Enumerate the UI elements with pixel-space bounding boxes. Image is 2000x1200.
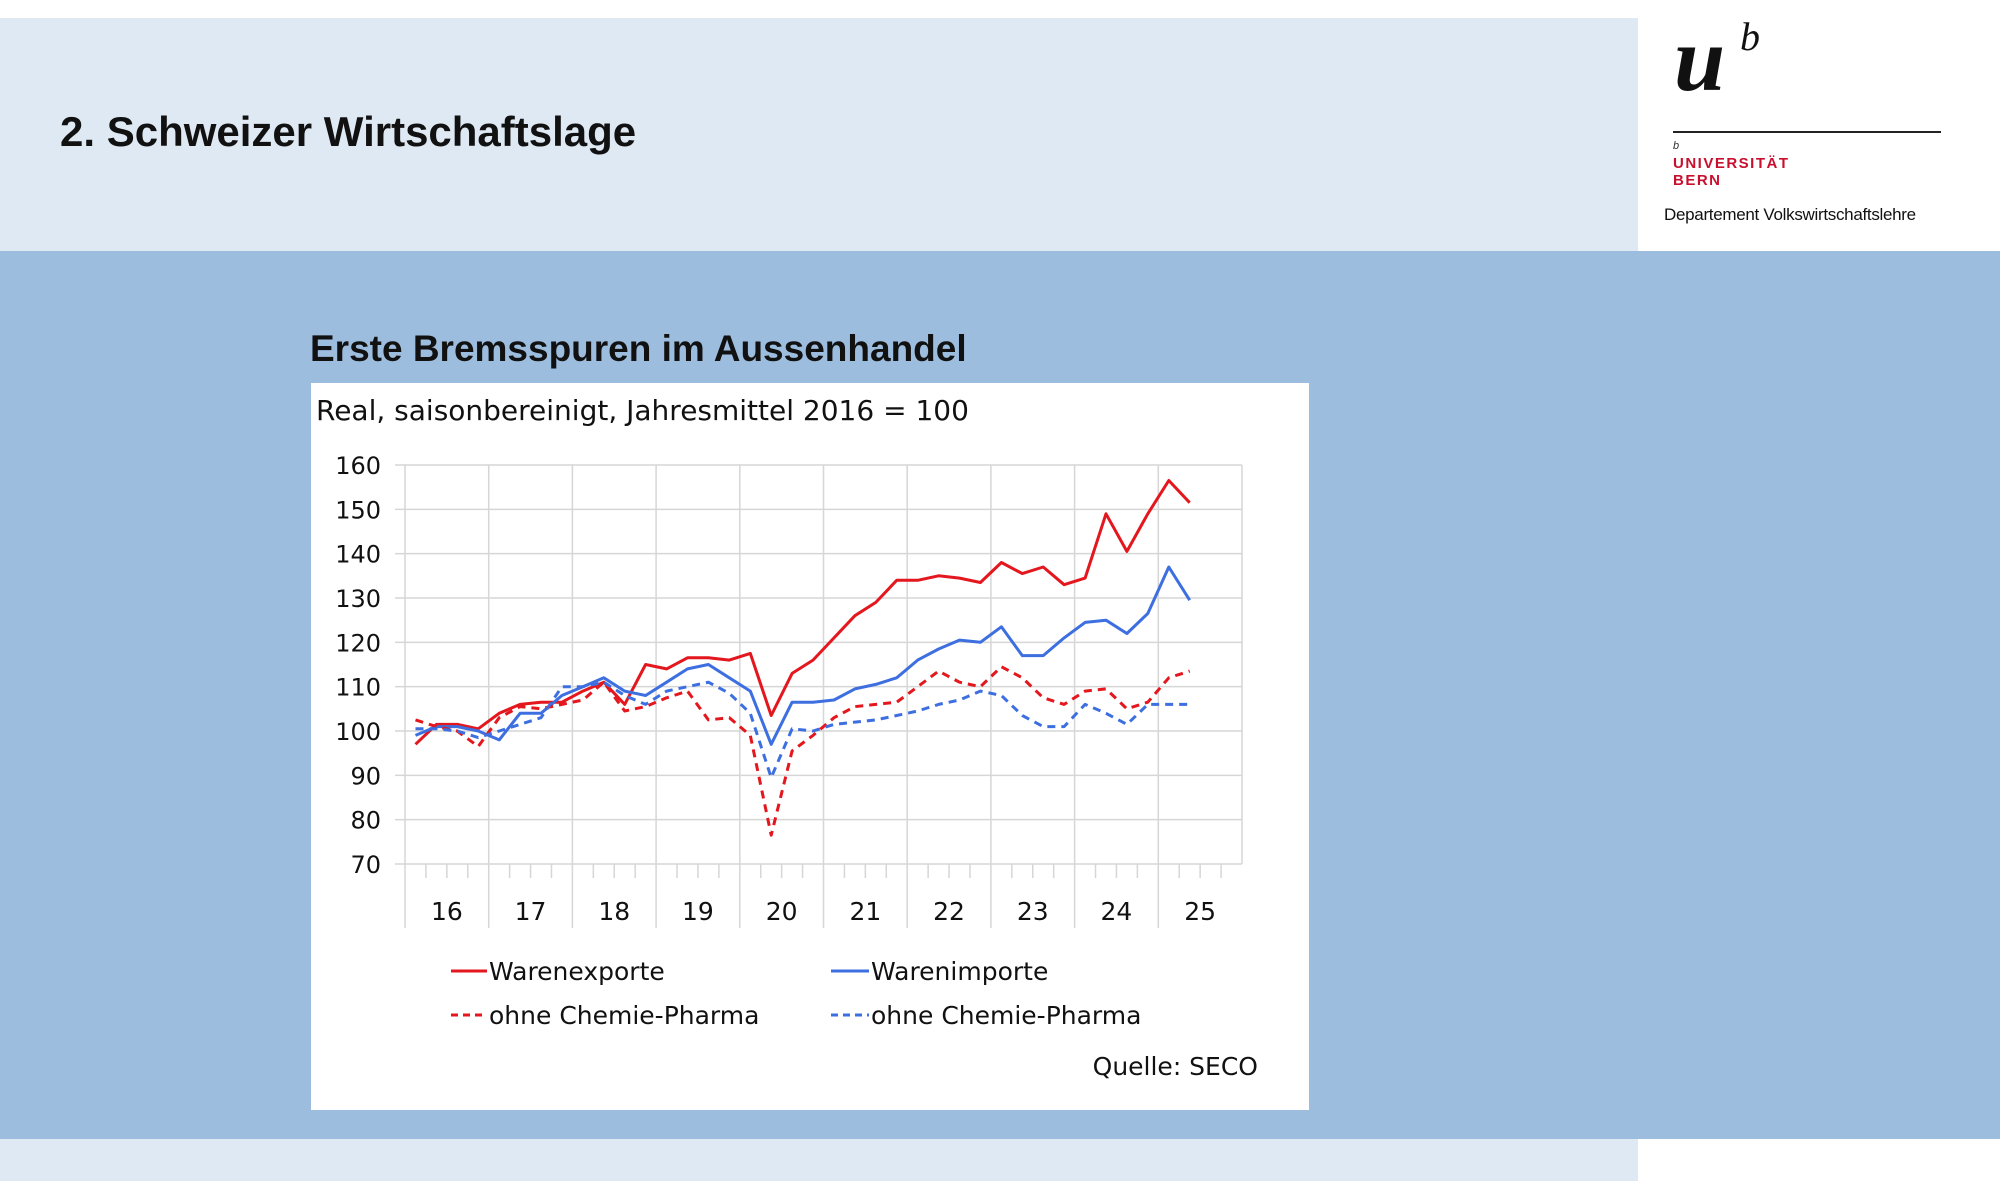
footer-band (0, 1139, 1638, 1181)
logo-area (1638, 0, 2000, 251)
x-tick-label: 19 (682, 897, 714, 926)
y-tick-label: 90 (350, 762, 381, 790)
header-band (0, 18, 1638, 251)
logo-rule (1673, 131, 1941, 133)
logo-university-name: UNIVERSITÄT BERN (1673, 155, 1790, 189)
series-line-3 (415, 680, 1190, 780)
page-title: 2. Schweizer Wirtschaftslage (60, 108, 637, 155)
svg-text:b: b (1740, 14, 1760, 59)
y-tick-label: 130 (335, 585, 381, 613)
y-tick-label: 150 (335, 496, 381, 524)
legend: Warenexporte Warenimporte ohne Chemie-Ph… (451, 957, 1141, 1030)
y-tick-label: 100 (335, 718, 381, 746)
y-tick-label: 140 (335, 541, 381, 569)
grid (404, 464, 1243, 928)
chart-panel: Real, saisonbereinigt, Jahresmittel 2016… (311, 383, 1309, 1110)
line-chart: Real, saisonbereinigt, Jahresmittel 2016… (316, 394, 1258, 1081)
x-tick-label: 24 (1101, 897, 1133, 926)
legend-label-warenimporte: Warenimporte (871, 957, 1048, 986)
series-line-0 (414, 479, 1191, 746)
y-tick-label: 120 (335, 629, 381, 657)
series-line-1 (414, 565, 1191, 746)
series-line-2 (415, 665, 1191, 837)
x-tick-label: 22 (933, 897, 965, 926)
x-tick-label: 23 (1017, 897, 1049, 926)
y-tick-label: 80 (350, 807, 381, 835)
chart-subtitle: Real, saisonbereinigt, Jahresmittel 2016… (316, 394, 969, 427)
y-tick-label: 110 (335, 674, 381, 702)
chart-source: Quelle: SECO (1093, 1052, 1258, 1081)
logo-university-line2: BERN (1673, 172, 1722, 189)
legend-label-exports-ohne-chemie: ohne Chemie-Pharma (489, 1001, 759, 1030)
x-tick-label: 21 (849, 897, 881, 926)
svg-text:u: u (1674, 10, 1725, 100)
legend-label-warenexporte: Warenexporte (489, 957, 665, 986)
logo-small-mark: b (1673, 140, 1680, 152)
x-tick-label: 17 (515, 897, 547, 926)
axes: 70 80 90 100 110 120 130 140 150 160 16 17 18 19 20 21 2… (335, 452, 1222, 926)
logo-university-line1: UNIVERSITÄT (1673, 155, 1790, 172)
chart-title: Erste Bremsspuren im Aussenhandel (310, 328, 967, 369)
y-tick-label: 160 (335, 452, 381, 480)
y-tick-label: 70 (350, 851, 381, 879)
department-name: Departement Volkswirtschaftslehre (1664, 205, 1916, 224)
university-logo-mark: u b (1674, 10, 1760, 100)
legend-label-imports-ohne-chemie: ohne Chemie-Pharma (871, 1001, 1141, 1030)
x-tick-label: 25 (1184, 897, 1216, 926)
series (414, 479, 1191, 837)
x-tick-label: 20 (766, 897, 798, 926)
x-tick-label: 18 (598, 897, 630, 926)
x-tick-label: 16 (431, 897, 463, 926)
